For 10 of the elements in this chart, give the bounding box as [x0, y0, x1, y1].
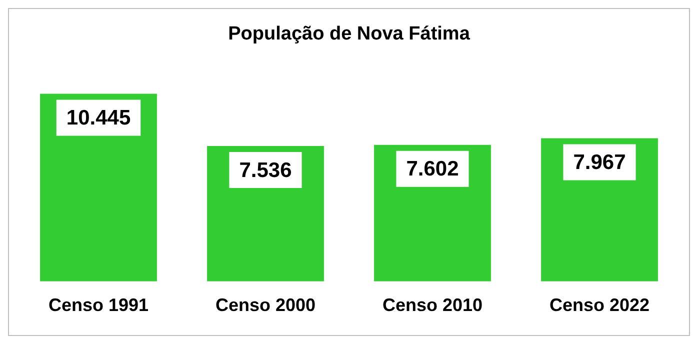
data-label: 7.536	[239, 158, 292, 182]
x-tick-label: Censo 1991	[48, 295, 149, 316]
x-tick-label: Censo 2022	[549, 295, 650, 316]
bar	[40, 94, 157, 282]
x-tick-label: Censo 2010	[382, 295, 483, 316]
chart-title: População de Nova Fátima	[228, 24, 470, 45]
data-label: 7.602	[406, 158, 459, 181]
data-label: 7.967	[573, 151, 626, 174]
data-label: 10.445	[66, 106, 131, 130]
x-tick-label: Censo 2000	[215, 295, 316, 316]
